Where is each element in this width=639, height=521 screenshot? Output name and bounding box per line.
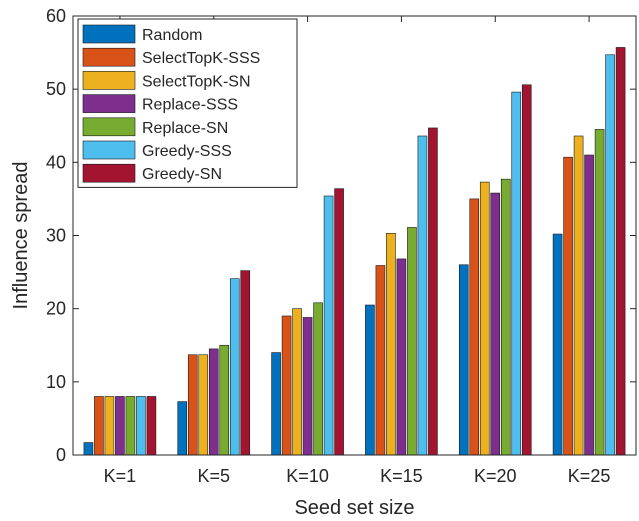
y-tick-label: 60 <box>46 6 66 26</box>
x-tick-label: K=1 <box>104 466 137 486</box>
y-axis-title: Influence spread <box>10 162 32 310</box>
legend-swatch <box>82 163 136 183</box>
legend-label: Replace-SSS <box>142 97 238 114</box>
bar-greedy-sn-k-1 <box>146 396 157 456</box>
y-tick-label: 50 <box>46 79 66 99</box>
bar-replace-sss-k-20 <box>490 192 501 456</box>
bar-random-k-10 <box>271 352 281 456</box>
bar-greedy-sss-k-5 <box>229 278 240 456</box>
bar-random-k-5 <box>177 401 188 456</box>
bar-random-k-15 <box>365 304 375 456</box>
bar-random-k-1 <box>83 442 94 456</box>
bar-replace-sn-k-10 <box>313 302 323 456</box>
bar-replace-sss-k-10 <box>302 317 313 456</box>
x-tick-label: K=25 <box>568 466 611 486</box>
bar-greedy-sn-k-25 <box>615 47 626 456</box>
bar-selecttopk-sss-k-5 <box>187 354 198 456</box>
bar-selecttopk-sn-k-10 <box>292 308 302 456</box>
bar-replace-sn-k-20 <box>500 178 511 456</box>
legend-swatch <box>82 94 136 113</box>
bar-selecttopk-sss-k-10 <box>281 315 292 456</box>
legend-label: SelectTopK-SSS <box>142 50 260 67</box>
legend-swatch <box>82 140 136 160</box>
legend-label: Replace-SN <box>142 120 228 137</box>
bar-replace-sn-k-1 <box>125 396 136 456</box>
legend: Random SelectTopK-SSS SelectTopK-SN Replace… <box>77 18 298 188</box>
legend-label: Greedy-SN <box>142 166 222 183</box>
y-tick-label: 20 <box>46 299 66 319</box>
bar-greedy-sn-k-20 <box>521 84 532 456</box>
bar-selecttopk-sn-k-25 <box>573 135 584 456</box>
bar-greedy-sn-k-15 <box>428 127 438 456</box>
plot-frame <box>72 15 637 456</box>
legend-label: SelectTopK-SN <box>142 73 251 90</box>
bar-random-k-20 <box>458 264 469 456</box>
axes: 0 10 20 30 40 50 60 K=1 K=5 K=10 K=15 K=20 K=25 <box>46 6 636 486</box>
bar-greedy-sss-k-25 <box>605 54 615 456</box>
bar-random-k-25 <box>552 233 563 456</box>
bar-replace-sss-k-15 <box>396 258 407 456</box>
x-axis-title: Seed set size <box>294 497 414 519</box>
y-tick-label: 10 <box>46 372 66 392</box>
x-tick-label: K=5 <box>197 466 230 486</box>
legend-swatch <box>82 71 136 90</box>
bar-selecttopk-sn-k-20 <box>479 181 490 456</box>
bar-greedy-sss-k-20 <box>511 91 522 456</box>
x-tick-label: K=15 <box>380 466 423 486</box>
bar-replace-sss-k-25 <box>584 154 594 456</box>
bar-greedy-sss-k-1 <box>136 396 146 456</box>
legend-label: Random <box>142 27 202 44</box>
bar-replace-sn-k-15 <box>407 227 417 456</box>
legend-label: Greedy-SSS <box>142 143 232 160</box>
x-tick-label: K=20 <box>474 466 517 486</box>
bar-selecttopk-sss-k-25 <box>563 156 573 456</box>
bar-replace-sss-k-1 <box>115 396 125 456</box>
y-tick-label: 0 <box>56 445 66 465</box>
y-tick-label: 30 <box>46 226 66 246</box>
legend-swatch <box>82 47 136 67</box>
y-tick-label: 40 <box>46 152 66 172</box>
bar-selecttopk-sss-k-1 <box>94 396 104 456</box>
bar-selecttopk-sn-k-5 <box>198 354 209 456</box>
bar-replace-sss-k-5 <box>208 348 219 456</box>
bar-replace-sn-k-5 <box>219 344 230 456</box>
legend-swatch <box>82 117 136 137</box>
legend-swatch <box>82 24 136 44</box>
bar-greedy-sn-k-5 <box>240 270 251 456</box>
bar-selecttopk-sss-k-15 <box>375 265 386 456</box>
bars <box>83 47 626 456</box>
bar-greedy-sss-k-15 <box>417 135 428 456</box>
plot-area-border <box>72 15 637 456</box>
bar-replace-sn-k-25 <box>594 129 605 456</box>
bar-selecttopk-sn-k-1 <box>104 396 115 456</box>
x-tick-label: K=10 <box>286 466 329 486</box>
bar-greedy-sn-k-10 <box>334 188 344 456</box>
bar-selecttopk-sss-k-20 <box>469 198 480 456</box>
bar-greedy-sss-k-10 <box>323 195 334 456</box>
bar-selecttopk-sn-k-15 <box>386 233 396 456</box>
